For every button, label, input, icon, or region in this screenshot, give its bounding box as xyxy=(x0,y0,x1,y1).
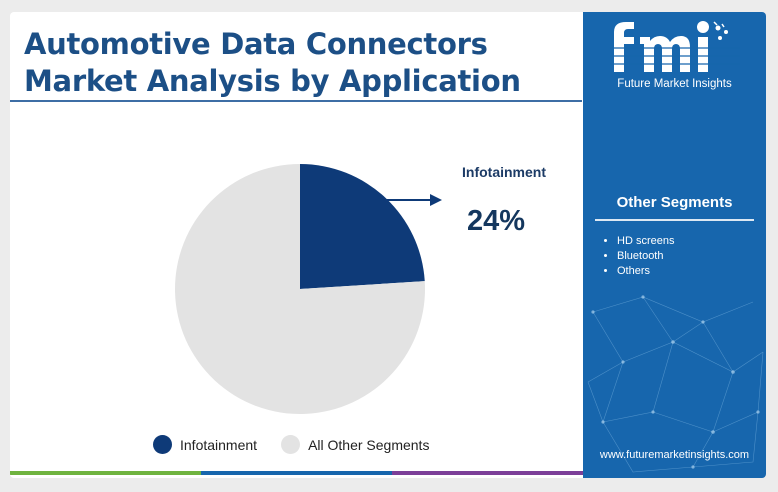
page-title: Automotive Data Connectors Market Analys… xyxy=(24,26,521,100)
pie-slice-infotainment xyxy=(300,164,425,289)
logo-text: Future Market Insights xyxy=(617,78,732,90)
legend-swatch xyxy=(281,435,301,454)
infographic-card: Automotive Data Connectors Market Analys… xyxy=(10,12,766,478)
pie-chart xyxy=(174,163,425,414)
arrow-right-icon xyxy=(386,194,442,206)
website-url: www.futuremarketinsights.com xyxy=(599,449,750,461)
other-segments-divider xyxy=(595,219,754,221)
other-segments-list: HD screens Bluetooth Others xyxy=(601,234,674,279)
other-segment-item: Others xyxy=(617,264,674,279)
legend-item-infotainment: Infotainment xyxy=(153,435,257,454)
bottom-bar-segment xyxy=(392,471,583,475)
pie-slice-all-other-segments xyxy=(174,163,425,414)
chart-legend: Infotainment All Other Segments xyxy=(153,435,453,454)
other-segment-item: Bluetooth xyxy=(617,249,674,264)
network-background-graphic xyxy=(587,295,764,473)
title-line-2: Market Analysis by Application xyxy=(24,64,521,98)
legend-label: All Other Segments xyxy=(308,436,430,453)
legend-label: Infotainment xyxy=(180,436,258,453)
bottom-bar-segment xyxy=(201,471,392,475)
bottom-color-bar xyxy=(10,471,583,475)
other-segment-item: HD screens xyxy=(617,234,674,249)
legend-swatch xyxy=(153,435,172,454)
legend-item-all-other-segments: All Other Segments xyxy=(281,435,429,454)
bottom-bar-segment xyxy=(10,471,201,475)
callout-value: 24% xyxy=(467,205,526,237)
title-line-1: Automotive Data Connectors xyxy=(24,27,488,61)
other-segments-title: Other Segments xyxy=(616,194,733,211)
title-divider xyxy=(10,100,582,102)
fmi-logo xyxy=(610,21,740,72)
callout-label: Infotainment xyxy=(462,164,546,180)
brand-panel: Future Market Insights Other Segments HD… xyxy=(583,12,766,478)
